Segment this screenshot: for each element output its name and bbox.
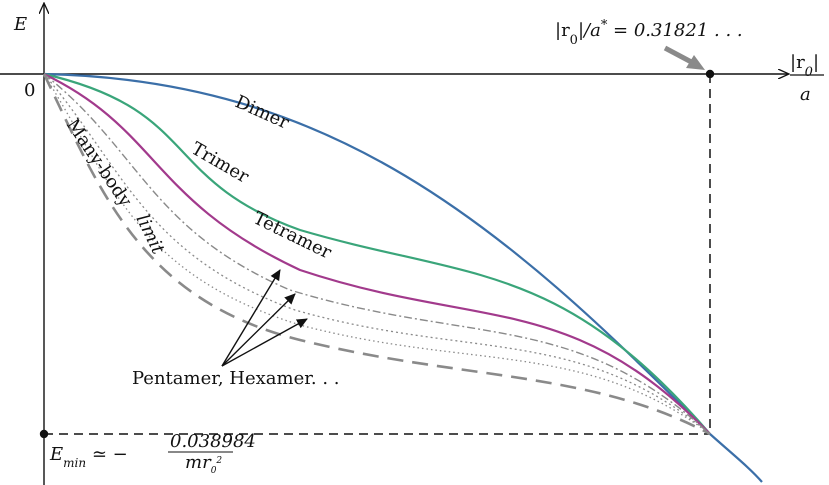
critical-point — [705, 69, 715, 79]
y-axis-label: E — [13, 14, 27, 35]
dimer-label: Dimer — [232, 91, 293, 133]
emin-label: Emin ≃ − 0.038984 mr02 — [49, 431, 256, 476]
critical-ratio-label: |r0|/a* = 0.31821 . . . — [555, 18, 743, 48]
heptamer-curve — [43, 73, 711, 435]
pointer-arrow-1 — [221, 269, 281, 367]
origin-label: 0 — [24, 80, 35, 101]
pointer-arrow-2 — [221, 293, 296, 367]
many-body-label-line2: limit — [132, 211, 169, 258]
svg-text:mr02: mr02 — [185, 452, 222, 476]
trimer-label: Trimer — [188, 138, 253, 188]
pointer-arrow-3 — [221, 318, 308, 367]
svg-text:a: a — [800, 84, 811, 105]
many-body-limit-curve — [42, 73, 711, 436]
critical-callout-arrowhead — [686, 55, 705, 70]
svg-text:Emin ≃ −: Emin ≃ − — [49, 444, 128, 470]
higher-clusters-label: Pentamer, Hexamer. . . — [132, 368, 340, 389]
emin-point — [39, 429, 49, 439]
x-axis-label: |r0| a — [790, 52, 824, 105]
dimer-curve — [43, 72, 763, 483]
svg-text:|r0|: |r0| — [790, 52, 819, 80]
tetramer-curve — [43, 73, 711, 435]
svg-text:0.038984: 0.038984 — [170, 431, 256, 452]
pentamer-curve — [43, 73, 711, 435]
trimer-curve — [43, 72, 711, 435]
